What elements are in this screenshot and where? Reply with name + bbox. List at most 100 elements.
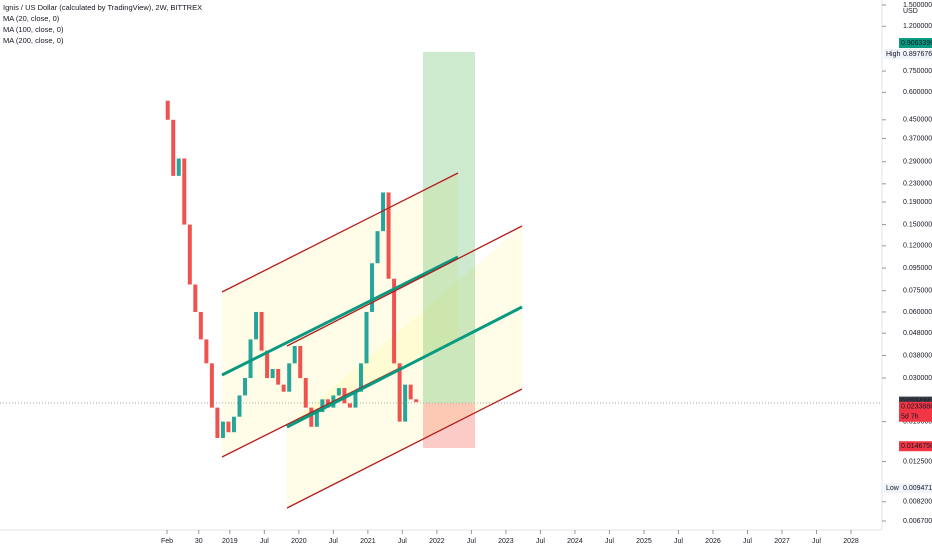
candle-body <box>243 378 248 396</box>
y-tick-label: 0.03000000 <box>903 375 932 382</box>
low-tag: Low <box>886 485 900 492</box>
candle-body <box>375 231 380 264</box>
candle-body <box>392 278 397 364</box>
indicator: MA (100, close, 0) <box>3 25 64 34</box>
price-label: 0.01467502 <box>901 443 932 450</box>
y-tick-label: 0.06000000 <box>903 309 932 316</box>
y-tick-label: 0.01250000 <box>903 458 932 465</box>
candle-body <box>231 416 236 433</box>
x-tick-label: Jul <box>812 538 821 545</box>
low-label-box <box>884 482 932 493</box>
candle-body <box>215 407 220 438</box>
price-label-box <box>899 441 932 452</box>
x-tick-label: 2028 <box>843 538 859 545</box>
y-tick-label: 0.29000000 <box>903 159 932 166</box>
candle-body <box>182 158 187 225</box>
candle-body <box>198 311 203 340</box>
candle-body <box>176 158 181 176</box>
x-tick-label: Jul <box>260 538 269 545</box>
price-label-box <box>899 38 932 49</box>
candle-body <box>204 339 209 364</box>
candle-body <box>287 363 292 392</box>
chart-title: Ignis / US Dollar (calculated by Trading… <box>3 3 202 12</box>
x-tick-label: Jul <box>605 538 614 545</box>
candle-body <box>171 119 176 176</box>
y-tick-label: 1.50000000 <box>903 2 932 9</box>
y-tick-label: 0.37000000 <box>903 135 932 142</box>
candle-body <box>303 378 308 408</box>
price-label: 0.02338884 <box>901 404 932 411</box>
high-tag: High <box>886 51 901 58</box>
x-tick-label: Jul <box>329 538 338 545</box>
x-tick-label: 2023 <box>498 538 514 545</box>
candle-body <box>292 345 297 364</box>
candle-body <box>347 403 352 408</box>
candle-body <box>309 407 314 427</box>
x-tick-label: 2024 <box>567 538 583 545</box>
indicator: MA (200, close, 0) <box>3 36 64 45</box>
candle-body <box>381 192 386 232</box>
candle-body <box>265 350 270 379</box>
candle-body <box>209 363 214 408</box>
candle-body <box>403 384 408 422</box>
y-tick-label: 0.12000000 <box>903 243 932 250</box>
y-tick-label: 0.75000000 <box>903 68 932 75</box>
high-label-box <box>884 48 932 59</box>
channel-line <box>286 225 523 347</box>
x-tick-label: 2021 <box>360 538 376 545</box>
x-tick-label: 2026 <box>705 538 721 545</box>
y-tick-label: 0.07500000 <box>903 288 932 295</box>
candle-body <box>386 192 391 279</box>
candle-body <box>187 224 192 285</box>
y-tick-label: 0.00670000 <box>903 518 932 525</box>
candle-body <box>276 368 281 385</box>
low-label: 0.00947100 <box>903 485 932 492</box>
x-tick-label: 2020 <box>291 538 307 545</box>
candle-body <box>248 339 253 379</box>
x-tick-label: 2019 <box>222 538 238 545</box>
price-label-box <box>899 396 932 407</box>
candle-body <box>353 391 358 408</box>
x-tick-label: 2025 <box>636 538 652 545</box>
high-label: 0.89767658 <box>903 51 932 58</box>
target-zone <box>423 52 475 403</box>
x-tick-label: Jul <box>398 538 407 545</box>
x-tick-label: Jul <box>536 538 545 545</box>
y-tick-label: 0.45000000 <box>903 117 932 124</box>
x-tick-label: Jul <box>467 538 476 545</box>
candle-body <box>193 284 198 312</box>
candle-body <box>358 363 363 392</box>
y-tick-label: 0.23000000 <box>903 181 932 188</box>
candle-body <box>364 311 369 364</box>
candle-body <box>298 345 303 379</box>
x-tick-label: Jul <box>743 538 752 545</box>
candle-body <box>281 384 286 392</box>
x-tick-label: 2027 <box>774 538 790 545</box>
y-tick-label: 0.15000000 <box>903 221 932 228</box>
y-tick-label: 0.01900000 <box>903 418 932 425</box>
price-label-note: 5d 7h <box>901 414 919 421</box>
candle-body <box>259 311 264 351</box>
candle-body <box>226 421 231 433</box>
candle-body <box>165 100 170 120</box>
y-tick-label: 0.03800000 <box>903 352 932 359</box>
candle-body <box>408 384 413 400</box>
price-label-box <box>899 401 932 422</box>
candle-body <box>220 421 225 438</box>
x-tick-label: Jul <box>674 538 683 545</box>
x-tick-label: 2022 <box>429 538 445 545</box>
candle-body <box>314 412 319 427</box>
candle-body <box>320 399 325 413</box>
candle-body <box>414 399 419 403</box>
y-tick-label: 0.19000000 <box>903 199 932 206</box>
candle-body <box>254 311 259 340</box>
channel-line <box>221 172 459 293</box>
currency: USD <box>903 8 918 15</box>
channel-mid <box>221 255 459 377</box>
candle-body <box>270 368 275 379</box>
y-tick-label: 0.04800000 <box>903 330 932 337</box>
y-tick-label: 0.00820000 <box>903 499 932 506</box>
y-tick-label: 1.20000000 <box>903 23 932 30</box>
